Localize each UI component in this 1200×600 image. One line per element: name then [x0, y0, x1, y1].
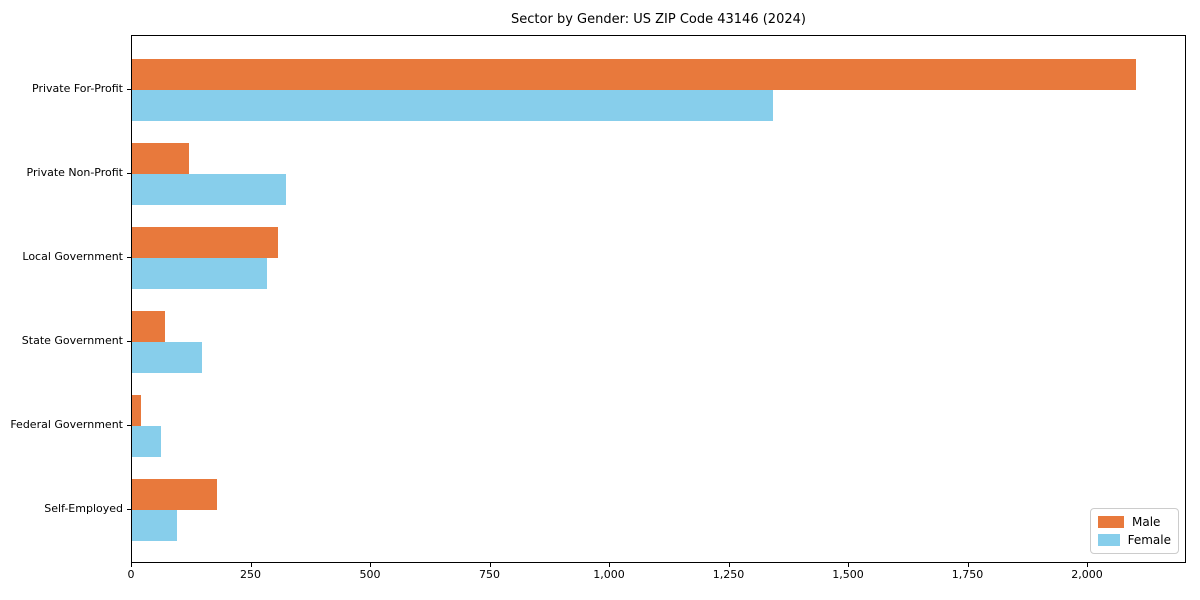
y-axis-tick [127, 509, 131, 510]
x-axis-label-1-500: 1,500 [832, 568, 864, 581]
x-axis-tick [848, 563, 850, 567]
x-axis-tick [1087, 563, 1089, 567]
bar-female-private-non-profit [132, 174, 286, 205]
x-axis-label-250: 250 [240, 568, 261, 581]
x-axis-tick [131, 563, 132, 567]
bar-female-private-for-profit [132, 90, 773, 121]
bar-female-self-employed [132, 510, 177, 541]
legend-swatch-male [1098, 516, 1124, 528]
x-axis-tick [489, 563, 491, 567]
y-axis-tick [127, 425, 131, 426]
legend-swatch-female [1098, 534, 1120, 546]
x-axis-tick [250, 563, 252, 567]
x-axis-label-750: 750 [479, 568, 501, 581]
y-axis-label-local-government: Local Government [22, 250, 123, 263]
y-axis-label-private-non-profit: Private Non-Profit [26, 166, 123, 179]
bar-female-federal-government [132, 426, 161, 457]
x-axis-label-1-750: 1,750 [951, 568, 984, 581]
y-axis-tick [127, 341, 131, 342]
bar-male-private-for-profit [132, 59, 1136, 90]
x-axis-label-2-000: 2,000 [1071, 568, 1103, 581]
bar-female-state-government [132, 342, 202, 373]
x-axis-tick [967, 563, 969, 567]
y-axis-label-federal-government: Federal Government [10, 418, 123, 431]
legend-label-female: Female [1127, 533, 1171, 547]
x-axis-tick [609, 563, 611, 567]
x-axis-tick [728, 563, 730, 567]
x-axis-label-500: 500 [359, 568, 381, 581]
legend-label-male: Male [1132, 515, 1161, 529]
bar-male-local-government [132, 227, 278, 258]
y-axis-label-private-for-profit: Private For-Profit [32, 82, 123, 95]
y-axis-label-state-government: State Government [21, 334, 123, 347]
bar-male-federal-government [132, 395, 141, 426]
bar-male-state-government [132, 311, 165, 342]
chart-title: Sector by Gender: US ZIP Code 43146 (202… [511, 12, 806, 27]
x-axis-tick [370, 563, 371, 567]
y-axis-tick [127, 257, 131, 258]
x-axis-label-0: 0 [127, 568, 135, 581]
plot-area [131, 35, 1186, 563]
y-axis-tick [127, 89, 131, 90]
legend-item-female: Female [1098, 533, 1171, 547]
bar-female-local-government [132, 258, 267, 289]
y-axis-tick [127, 173, 131, 174]
bar-male-private-non-profit [132, 143, 189, 174]
legend-item-male: Male [1098, 515, 1171, 529]
bar-male-self-employed [132, 479, 217, 510]
y-axis-label-self-employed: Self-Employed [44, 502, 123, 515]
x-axis-label-1-250: 1,250 [712, 568, 745, 581]
x-axis-label-1-000: 1,000 [593, 568, 625, 581]
legend: Male Female [1090, 508, 1179, 554]
